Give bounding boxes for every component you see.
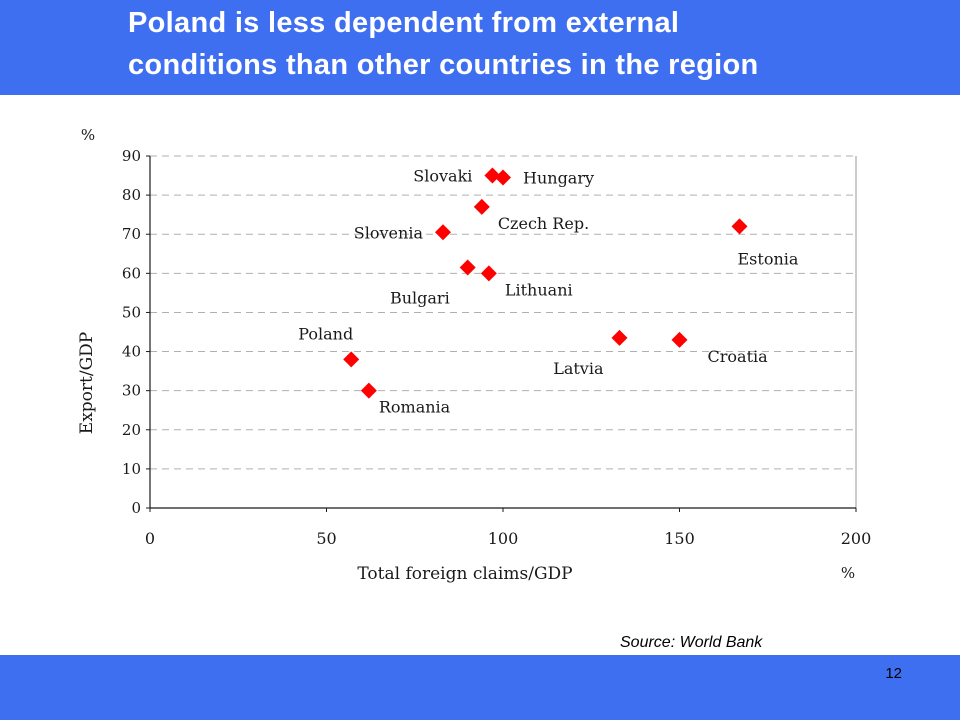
y-tick-label-70: 70: [122, 225, 141, 243]
y-tick-label-40: 40: [122, 343, 141, 361]
x-tick-label-150: 150: [664, 529, 695, 548]
scatter-chart: 0 10 20 30 40 50 60 70 80 90 0 50 100 150 200 Slovaki H…: [77, 126, 871, 584]
point-hungary: [495, 169, 511, 186]
point-lithuani: [480, 265, 497, 282]
x-tick-label-200: 200: [841, 529, 872, 548]
tick-labels: 0 10 20 30 40 50 60 70 80 90 0 50 100 150 200: [122, 147, 871, 548]
y-tick-label-20: 20: [122, 421, 141, 439]
point-latvia: [611, 329, 628, 346]
point-label-latvia: Latvia: [553, 359, 604, 378]
point-slovenia: [434, 224, 451, 241]
y-axis-title: Export/GDP: [77, 332, 97, 434]
x-tick-label-0: 0: [145, 529, 155, 548]
y-tick-label-50: 50: [122, 303, 141, 321]
y-tick-label-90: 90: [122, 147, 141, 165]
point-bulgari: [459, 259, 476, 276]
slide-title-line-1: Poland is less dependent from external: [128, 7, 680, 39]
point-label-croatia: Croatia: [708, 347, 769, 366]
y-tick-label-10: 10: [122, 460, 141, 478]
slide-title-line-2: conditions than other countries in the r…: [128, 49, 759, 81]
point-poland: [343, 351, 360, 368]
point-label-slovenia: Slovenia: [354, 223, 424, 242]
point-label-poland: Poland: [298, 324, 353, 343]
footer-banner: 12: [0, 655, 960, 720]
source-note: Source: World Bank: [620, 634, 763, 651]
point-croatia: [671, 331, 688, 348]
point-label-hungary: Hungary: [523, 169, 594, 188]
data-points: [343, 167, 748, 399]
point-label-bulgari: Bulgari: [390, 288, 450, 307]
y-axis-unit: %: [81, 126, 95, 144]
y-tick-label-60: 60: [122, 264, 141, 282]
point-label-lithuani: Lithuani: [505, 280, 573, 299]
point-label-romania: Romania: [379, 398, 451, 417]
grid-lines: [150, 155, 856, 470]
slide-title: Poland is less dependent from external c…: [128, 2, 928, 86]
point-romania: [360, 382, 377, 399]
point-labels: Slovaki Hungary Czech Rep. Slovenia Estonia B…: [298, 167, 799, 417]
title-banner: Poland is less dependent from external c…: [0, 0, 960, 95]
point-czech-rep: [473, 198, 490, 215]
y-tick-label-80: 80: [122, 186, 141, 204]
point-label-estonia: Estonia: [738, 249, 799, 268]
point-estonia: [731, 218, 748, 235]
page-number: 12: [885, 665, 902, 682]
x-tick-label-50: 50: [316, 529, 336, 548]
y-tick-label-30: 30: [122, 382, 141, 400]
axes: [149, 156, 857, 509]
x-axis-unit: %: [841, 564, 855, 582]
y-tick-label-0: 0: [131, 499, 141, 517]
x-tick-label-100: 100: [488, 529, 519, 548]
point-label-slovaki: Slovaki: [413, 167, 472, 186]
point-label-czech-rep: Czech Rep.: [498, 214, 589, 233]
x-axis-title: Total foreign claims/GDP: [357, 564, 572, 584]
point-slovaki: [484, 167, 501, 184]
